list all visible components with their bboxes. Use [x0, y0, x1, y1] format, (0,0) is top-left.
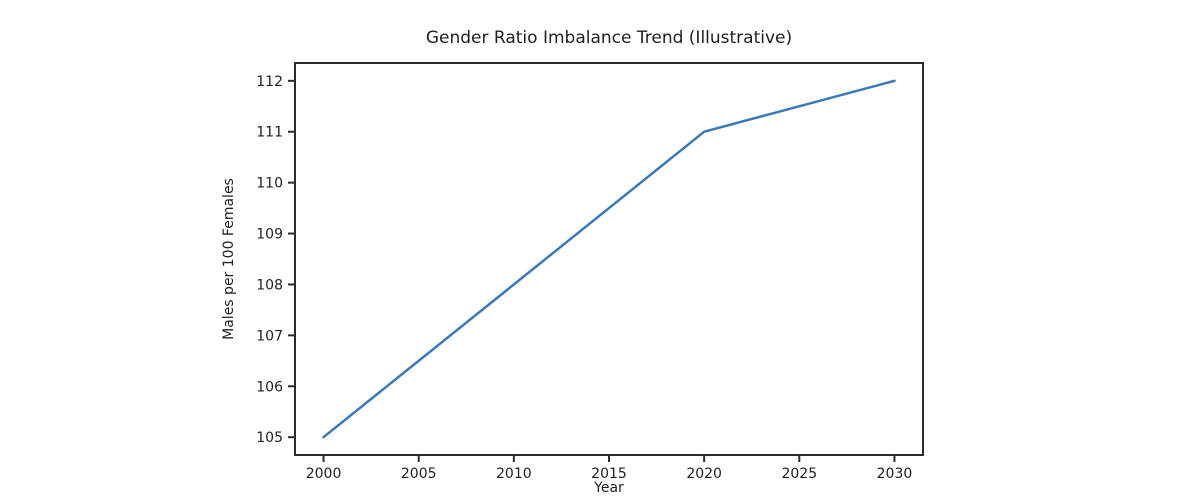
y-tick-label: 108	[256, 277, 283, 293]
x-tick-label: 2025	[781, 466, 817, 482]
y-tick-label: 112	[256, 74, 283, 90]
x-tick-label: 2030	[877, 466, 913, 482]
trend-line	[322, 79, 896, 439]
y-tick-label: 105	[256, 430, 283, 446]
y-tick-label: 107	[256, 328, 283, 344]
y-tick-label: 110	[256, 176, 283, 192]
x-tick-label: 2000	[306, 466, 342, 482]
x-tick-label: 2005	[401, 466, 437, 482]
x-tick-label: 2010	[496, 466, 532, 482]
x-tick-label: 2020	[686, 466, 722, 482]
plot-frame	[294, 62, 924, 456]
y-tick-label: 111	[256, 125, 283, 141]
x-axis-label: Year	[594, 480, 624, 496]
y-tick-label: 106	[256, 379, 283, 395]
chart-title: Gender Ratio Imbalance Trend (Illustrati…	[425, 28, 793, 48]
y-tick-label: 109	[256, 227, 283, 243]
x-tick-label: 2015	[591, 466, 627, 482]
